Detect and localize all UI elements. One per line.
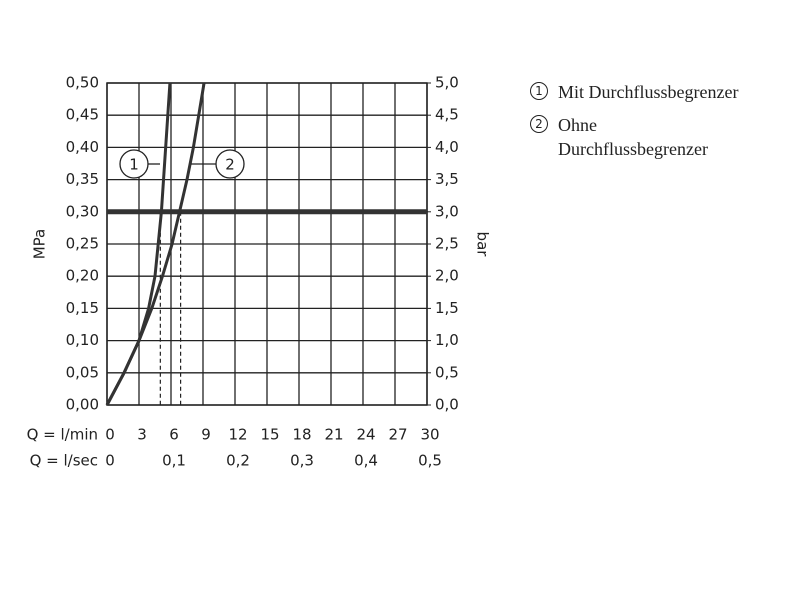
y2-tick-label: 2,5 bbox=[435, 235, 459, 253]
y-tick-label: 0,05 bbox=[66, 363, 99, 381]
legend-entry: 1 Mit Durchflussbegrenzer bbox=[530, 80, 788, 104]
callout-label: 1 bbox=[129, 156, 139, 174]
y-tick-label: 0,50 bbox=[66, 74, 99, 92]
x-tick-label: 3 bbox=[137, 426, 147, 444]
y-axis-label: MPa bbox=[31, 229, 49, 260]
y2-tick-label: 3,0 bbox=[435, 202, 459, 220]
x-tick-label: 24 bbox=[356, 426, 375, 444]
y-tick-label: 0,20 bbox=[66, 267, 99, 285]
y-tick-label: 0,10 bbox=[66, 331, 99, 349]
legend-number: 2 bbox=[530, 115, 548, 133]
x-tick-label: 30 bbox=[420, 426, 439, 444]
x2-tick-label: 0,4 bbox=[354, 452, 378, 470]
x2-tick-label: 0,3 bbox=[290, 452, 314, 470]
x2-axis-label: Q = l/sec bbox=[30, 452, 98, 470]
y2-tick-label: 0,0 bbox=[435, 396, 459, 414]
y-tick-label: 0,15 bbox=[66, 299, 99, 317]
x2-tick-label: 0,1 bbox=[162, 452, 186, 470]
x-tick-label: 27 bbox=[388, 426, 407, 444]
legend-text: Ohne Durchflussbegrenzer bbox=[558, 115, 708, 159]
series-line bbox=[105, 82, 206, 406]
y-tick-label: 0,40 bbox=[66, 138, 99, 156]
y-tick-label: 0,25 bbox=[66, 235, 99, 253]
x2-tick-label: 0 bbox=[105, 452, 115, 470]
y-tick-label: 0,45 bbox=[66, 106, 99, 124]
y-tick-label: 0,35 bbox=[66, 170, 99, 188]
x-tick-label: 18 bbox=[292, 426, 311, 444]
x-tick-label: 21 bbox=[324, 426, 343, 444]
x-tick-label: 12 bbox=[228, 426, 247, 444]
y2-tick-label: 1,0 bbox=[435, 331, 459, 349]
y2-tick-label: 4,5 bbox=[435, 106, 459, 124]
y2-tick-label: 3,5 bbox=[435, 170, 459, 188]
y2-axis-label: bar bbox=[474, 232, 492, 258]
x-tick-label: 9 bbox=[201, 426, 211, 444]
legend-entry: 2 Ohne Durchflussbegrenzer bbox=[530, 113, 728, 161]
x-tick-label: 0 bbox=[105, 426, 115, 444]
y2-tick-label: 5,0 bbox=[435, 74, 459, 92]
x-tick-label: 6 bbox=[169, 426, 179, 444]
legend-number: 1 bbox=[530, 82, 548, 100]
x-axis-label: Q = l/min bbox=[27, 426, 98, 444]
y2-tick-label: 0,5 bbox=[435, 363, 459, 381]
y2-tick-label: 2,0 bbox=[435, 267, 459, 285]
y-tick-label: 0,00 bbox=[66, 396, 99, 414]
y2-tick-label: 4,0 bbox=[435, 138, 459, 156]
plot-frame bbox=[106, 82, 428, 406]
x2-tick-label: 0,2 bbox=[226, 452, 250, 470]
y2-tick-label: 1,5 bbox=[435, 299, 459, 317]
legend-text: Mit Durchflussbegrenzer bbox=[558, 82, 739, 102]
callout-label: 2 bbox=[225, 156, 235, 174]
y-tick-label: 0,30 bbox=[66, 202, 99, 220]
callout-circle bbox=[215, 149, 245, 179]
x2-tick-label: 0,5 bbox=[418, 452, 442, 470]
callout-circle bbox=[119, 149, 149, 179]
x-tick-label: 15 bbox=[260, 426, 279, 444]
